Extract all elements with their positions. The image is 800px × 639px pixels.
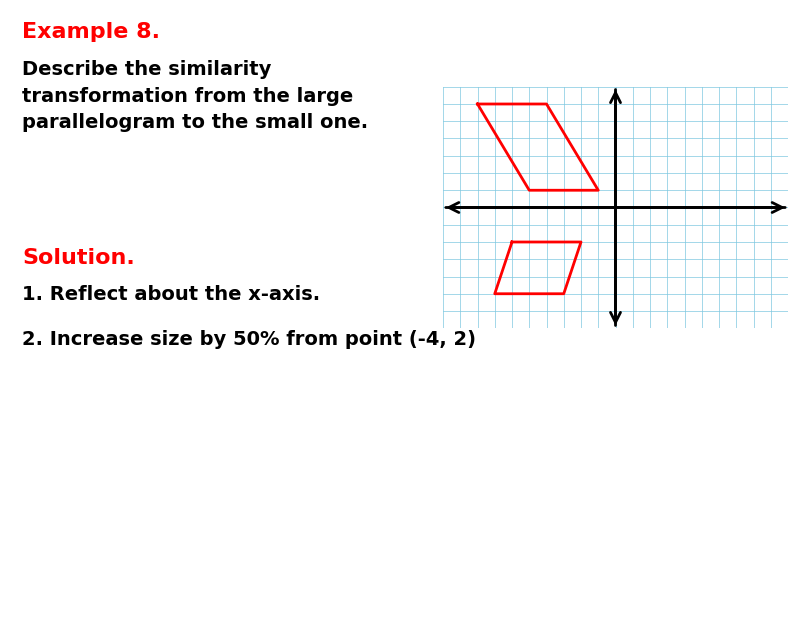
Text: Describe the similarity
transformation from the large
parallelogram to the small: Describe the similarity transformation f… <box>22 60 368 132</box>
Text: Example 8.: Example 8. <box>22 22 160 42</box>
Text: Solution.: Solution. <box>22 248 134 268</box>
Text: 1. Reflect about the x-axis.: 1. Reflect about the x-axis. <box>22 285 320 304</box>
Text: 2. Increase size by 50% from point (-4, 2): 2. Increase size by 50% from point (-4, … <box>22 330 476 349</box>
